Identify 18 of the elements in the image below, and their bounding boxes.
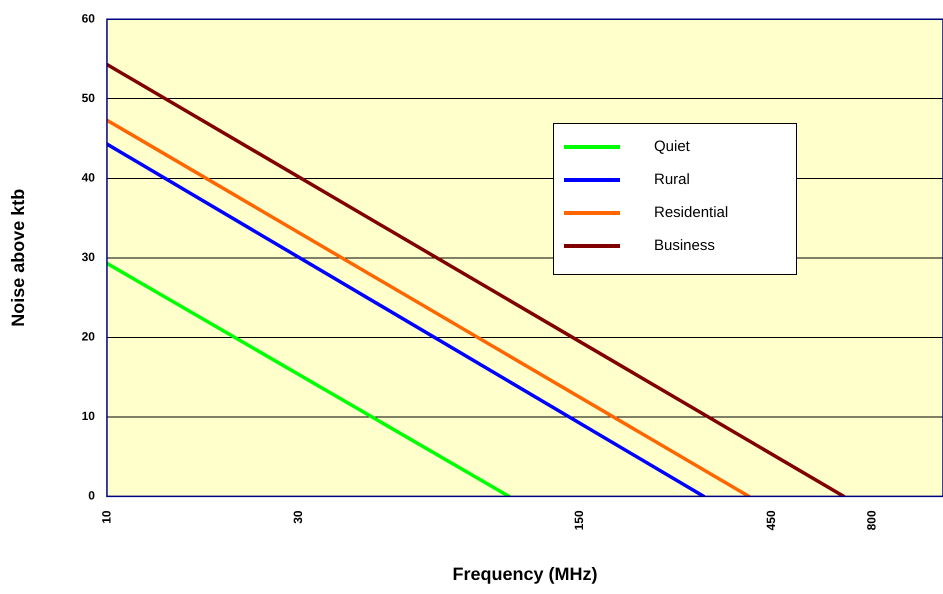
x-tick-label: 450 bbox=[764, 510, 778, 530]
legend-label: Residential bbox=[654, 204, 728, 222]
legend-label: Business bbox=[654, 237, 715, 254]
y-tick-label: 30 bbox=[82, 250, 96, 264]
x-tick-label: 10 bbox=[99, 510, 114, 524]
y-tick-label: 20 bbox=[82, 330, 96, 344]
legend-label: Rural bbox=[654, 171, 690, 188]
legend-label: Quiet bbox=[654, 138, 690, 156]
x-tick-label: 150 bbox=[572, 510, 586, 530]
y-tick-label: 50 bbox=[82, 91, 96, 106]
y-tick-label: 0 bbox=[88, 488, 96, 503]
x-axis-title: Frequency (MHz) bbox=[452, 564, 598, 584]
y-tick-label: 40 bbox=[82, 170, 96, 185]
y-tick-label: 60 bbox=[82, 12, 96, 26]
x-tick-label: 800 bbox=[864, 510, 879, 530]
x-tick-label: 30 bbox=[291, 510, 306, 524]
y-tick-label: 10 bbox=[82, 409, 96, 424]
y-axis-title: Noise above ktb bbox=[8, 188, 28, 327]
